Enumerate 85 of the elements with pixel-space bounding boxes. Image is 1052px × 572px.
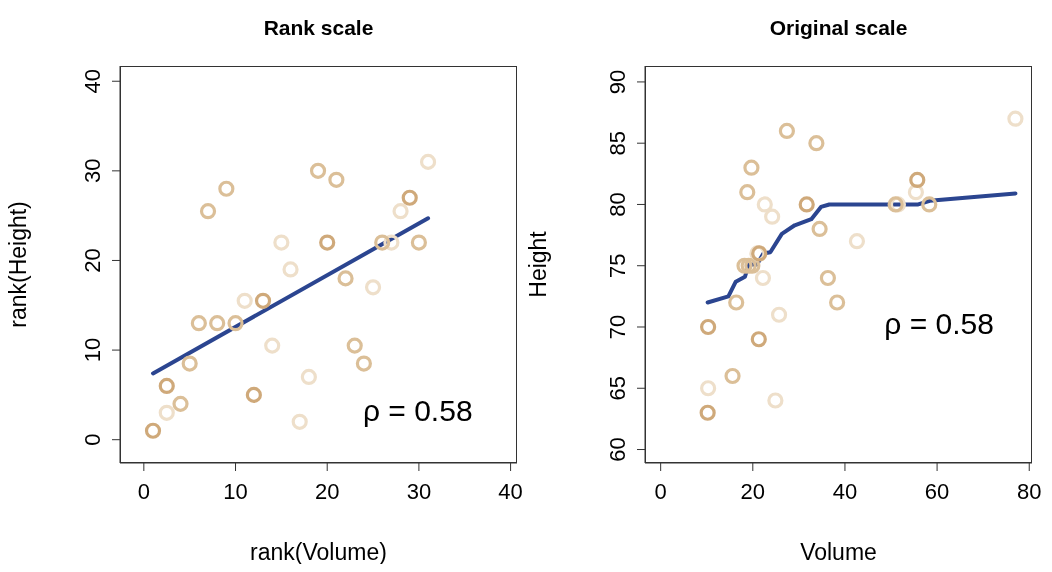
y-tick-label: 65 (605, 376, 630, 401)
point (740, 257, 757, 274)
point (282, 261, 299, 278)
point (798, 196, 815, 213)
point (374, 234, 391, 251)
point (410, 234, 427, 251)
chart-title: Original scale (768, 16, 909, 40)
point (700, 380, 717, 397)
y-tick-label: 20 (80, 248, 105, 273)
point (778, 122, 795, 140)
point (158, 377, 175, 395)
point (700, 318, 717, 336)
x-tick-label: 40 (498, 478, 523, 504)
point (309, 162, 327, 179)
point (754, 269, 772, 287)
point (319, 234, 336, 251)
y-axis-title: Height (525, 230, 552, 298)
point (337, 270, 354, 287)
point (209, 315, 226, 332)
point (346, 337, 363, 354)
point (750, 331, 767, 348)
x-tick-label: 10 (223, 478, 248, 504)
point (739, 184, 756, 201)
point (699, 404, 716, 421)
x-tick-label: 20 (314, 478, 340, 504)
point (273, 234, 290, 251)
y-tick-label: 40 (80, 68, 105, 94)
point (328, 171, 345, 188)
y-tick-label: 70 (605, 314, 630, 340)
point (756, 196, 773, 213)
x-axis-title: Volume (800, 539, 877, 565)
x-axis-title: rank(Volume) (250, 539, 387, 565)
x-tick-label: 40 (832, 478, 858, 504)
point (811, 220, 828, 238)
chart-title: Rank scale (262, 16, 375, 40)
point (419, 153, 437, 170)
point (144, 422, 162, 439)
point (767, 392, 784, 409)
point (291, 413, 308, 430)
x-tick-label: 60 (924, 478, 950, 504)
point (848, 233, 866, 250)
y-tick-label: 60 (605, 437, 630, 462)
point (364, 279, 382, 296)
point (728, 294, 745, 311)
y-tick-label: 75 (605, 253, 630, 278)
point (300, 368, 317, 386)
point (808, 135, 825, 152)
point (199, 203, 217, 220)
point (921, 196, 938, 213)
point (181, 355, 198, 372)
point (264, 337, 281, 354)
point (158, 404, 175, 421)
point (254, 292, 272, 309)
point (190, 315, 207, 332)
point (736, 257, 753, 274)
annotation: ρ = 0.58 (884, 307, 994, 342)
y-axis-title: rank(Height) (5, 201, 32, 328)
point (236, 292, 253, 309)
y-tick-label: 0 (80, 433, 105, 446)
y-tick-label: 30 (80, 158, 105, 184)
point (770, 306, 788, 323)
point (392, 203, 409, 220)
x-tick-label: 0 (654, 478, 667, 504)
point (909, 171, 926, 189)
point (245, 386, 262, 403)
x-tick-label: 20 (740, 478, 766, 504)
point (743, 159, 760, 176)
y-tick-label: 85 (605, 130, 630, 156)
x-tick-label: 0 (137, 478, 150, 504)
point (172, 395, 189, 412)
point (724, 367, 741, 385)
point (355, 355, 372, 372)
y-tick-label: 80 (605, 192, 630, 217)
point (829, 294, 846, 311)
point (1007, 110, 1024, 127)
x-tick-label: 30 (406, 478, 432, 504)
point (819, 269, 836, 287)
point (764, 208, 781, 225)
annotation: ρ = 0.58 (362, 394, 473, 429)
point (401, 189, 418, 206)
y-tick-label: 10 (80, 337, 105, 363)
y-tick-label: 90 (605, 69, 630, 95)
x-tick-label: 80 (1016, 478, 1042, 504)
point (227, 315, 244, 332)
point (218, 180, 235, 197)
